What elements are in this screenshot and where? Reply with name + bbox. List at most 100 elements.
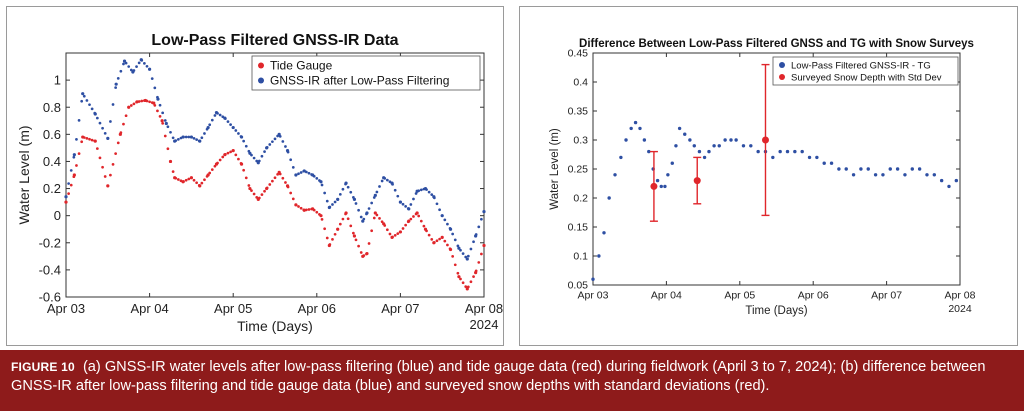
series-dot [404, 223, 407, 227]
series-dot [69, 169, 73, 172]
series-dot [156, 95, 159, 99]
series-dot [477, 225, 481, 229]
y-tick-label: 0.2 [573, 193, 588, 205]
series-dot [148, 67, 151, 71]
series-dot [129, 104, 133, 107]
y-tick-label: -0.2 [39, 235, 61, 250]
series-dot [404, 204, 407, 208]
series-dot [171, 136, 175, 140]
series-dot [203, 132, 206, 135]
chart-a-svg: Low-Pass Filtered GNSS-IR Data -0.6 -0.4 -0… [16, 32, 503, 334]
series-dot [299, 206, 303, 210]
plot-frame [592, 52, 961, 286]
series-dot [320, 183, 324, 187]
series-dot [250, 153, 253, 157]
series-dot [328, 243, 332, 246]
series-dot [82, 136, 86, 139]
series-dot [239, 135, 243, 138]
series-dot [182, 135, 185, 139]
series-dot [380, 179, 384, 183]
x-tick-label: Apr 04 [130, 301, 168, 316]
data-point [815, 155, 819, 160]
series-dot [90, 107, 94, 111]
series-dot [464, 255, 468, 259]
data-point [717, 144, 721, 148]
series-dot [440, 235, 444, 239]
y-axis-label: Water Level (m) [16, 125, 32, 224]
series-dot [158, 103, 162, 107]
series-dot [200, 181, 204, 185]
data-point [844, 167, 848, 171]
y-axis-label: Water Level (m) [549, 128, 561, 210]
series-dot [116, 77, 120, 80]
series-dot [205, 174, 209, 178]
series-dot [135, 100, 138, 104]
legend-label: Tide Gauge [270, 59, 333, 73]
series-dot [440, 214, 444, 218]
plot-frame [65, 52, 485, 298]
series-dot [352, 196, 355, 199]
legend-marker [258, 77, 264, 84]
series-dot [153, 86, 157, 90]
series-dot [187, 177, 191, 181]
series-dot [122, 62, 125, 66]
series-dot [435, 202, 439, 206]
series-dot [205, 127, 209, 131]
y-tick-label: 0.6 [43, 127, 61, 142]
series-dot [299, 171, 303, 174]
data-point [624, 138, 628, 142]
y-tick-label: 0.1 [573, 251, 588, 263]
series-dot [328, 205, 332, 209]
series-dot [226, 120, 230, 123]
series-dot [192, 136, 196, 140]
series-dot [438, 237, 441, 241]
series-dot [150, 77, 154, 80]
series-dot [414, 212, 418, 216]
series-0 [591, 120, 959, 281]
data-point [895, 167, 900, 171]
series-dot [237, 157, 240, 161]
series-dot [190, 176, 193, 180]
data-point [674, 144, 678, 148]
series-dot [393, 233, 397, 237]
series-dot [161, 111, 165, 115]
data-point [114, 82, 118, 86]
series-dot [393, 188, 397, 192]
series-dot [197, 183, 201, 187]
series-dot [244, 144, 248, 148]
series-dot [325, 236, 329, 240]
series-dot [268, 183, 272, 186]
data-point [881, 173, 885, 177]
series-dot [354, 202, 358, 205]
series-dot [375, 190, 379, 194]
series-dot [203, 178, 206, 182]
series-dot [443, 239, 447, 243]
series-dot [82, 94, 86, 98]
y-tick-label: 0.8 [43, 100, 61, 115]
data-point [778, 149, 782, 154]
series-dot [129, 68, 133, 72]
series-dot [391, 182, 394, 186]
series-dot [101, 126, 104, 130]
series-dot [268, 143, 272, 146]
series-dot [197, 139, 201, 143]
series-dot [242, 139, 246, 143]
series-dot [260, 193, 264, 197]
series-dot [247, 149, 251, 153]
x-tick-label: Apr 05 [214, 301, 252, 316]
y-tick-label: 0.15 [568, 222, 589, 234]
series-dot [124, 61, 128, 65]
series-dot [106, 137, 110, 140]
series-dot [244, 176, 248, 180]
series-dot [294, 203, 298, 207]
series-1 [64, 58, 486, 261]
series-dot [472, 275, 475, 279]
series-dot [90, 138, 94, 142]
series-dot [260, 154, 264, 158]
data-point [851, 173, 856, 177]
data-point [457, 275, 461, 279]
series-dot [72, 175, 76, 179]
chart-title: Low-Pass Filtered GNSS-IR Data [151, 32, 398, 49]
series-dot [221, 155, 225, 159]
